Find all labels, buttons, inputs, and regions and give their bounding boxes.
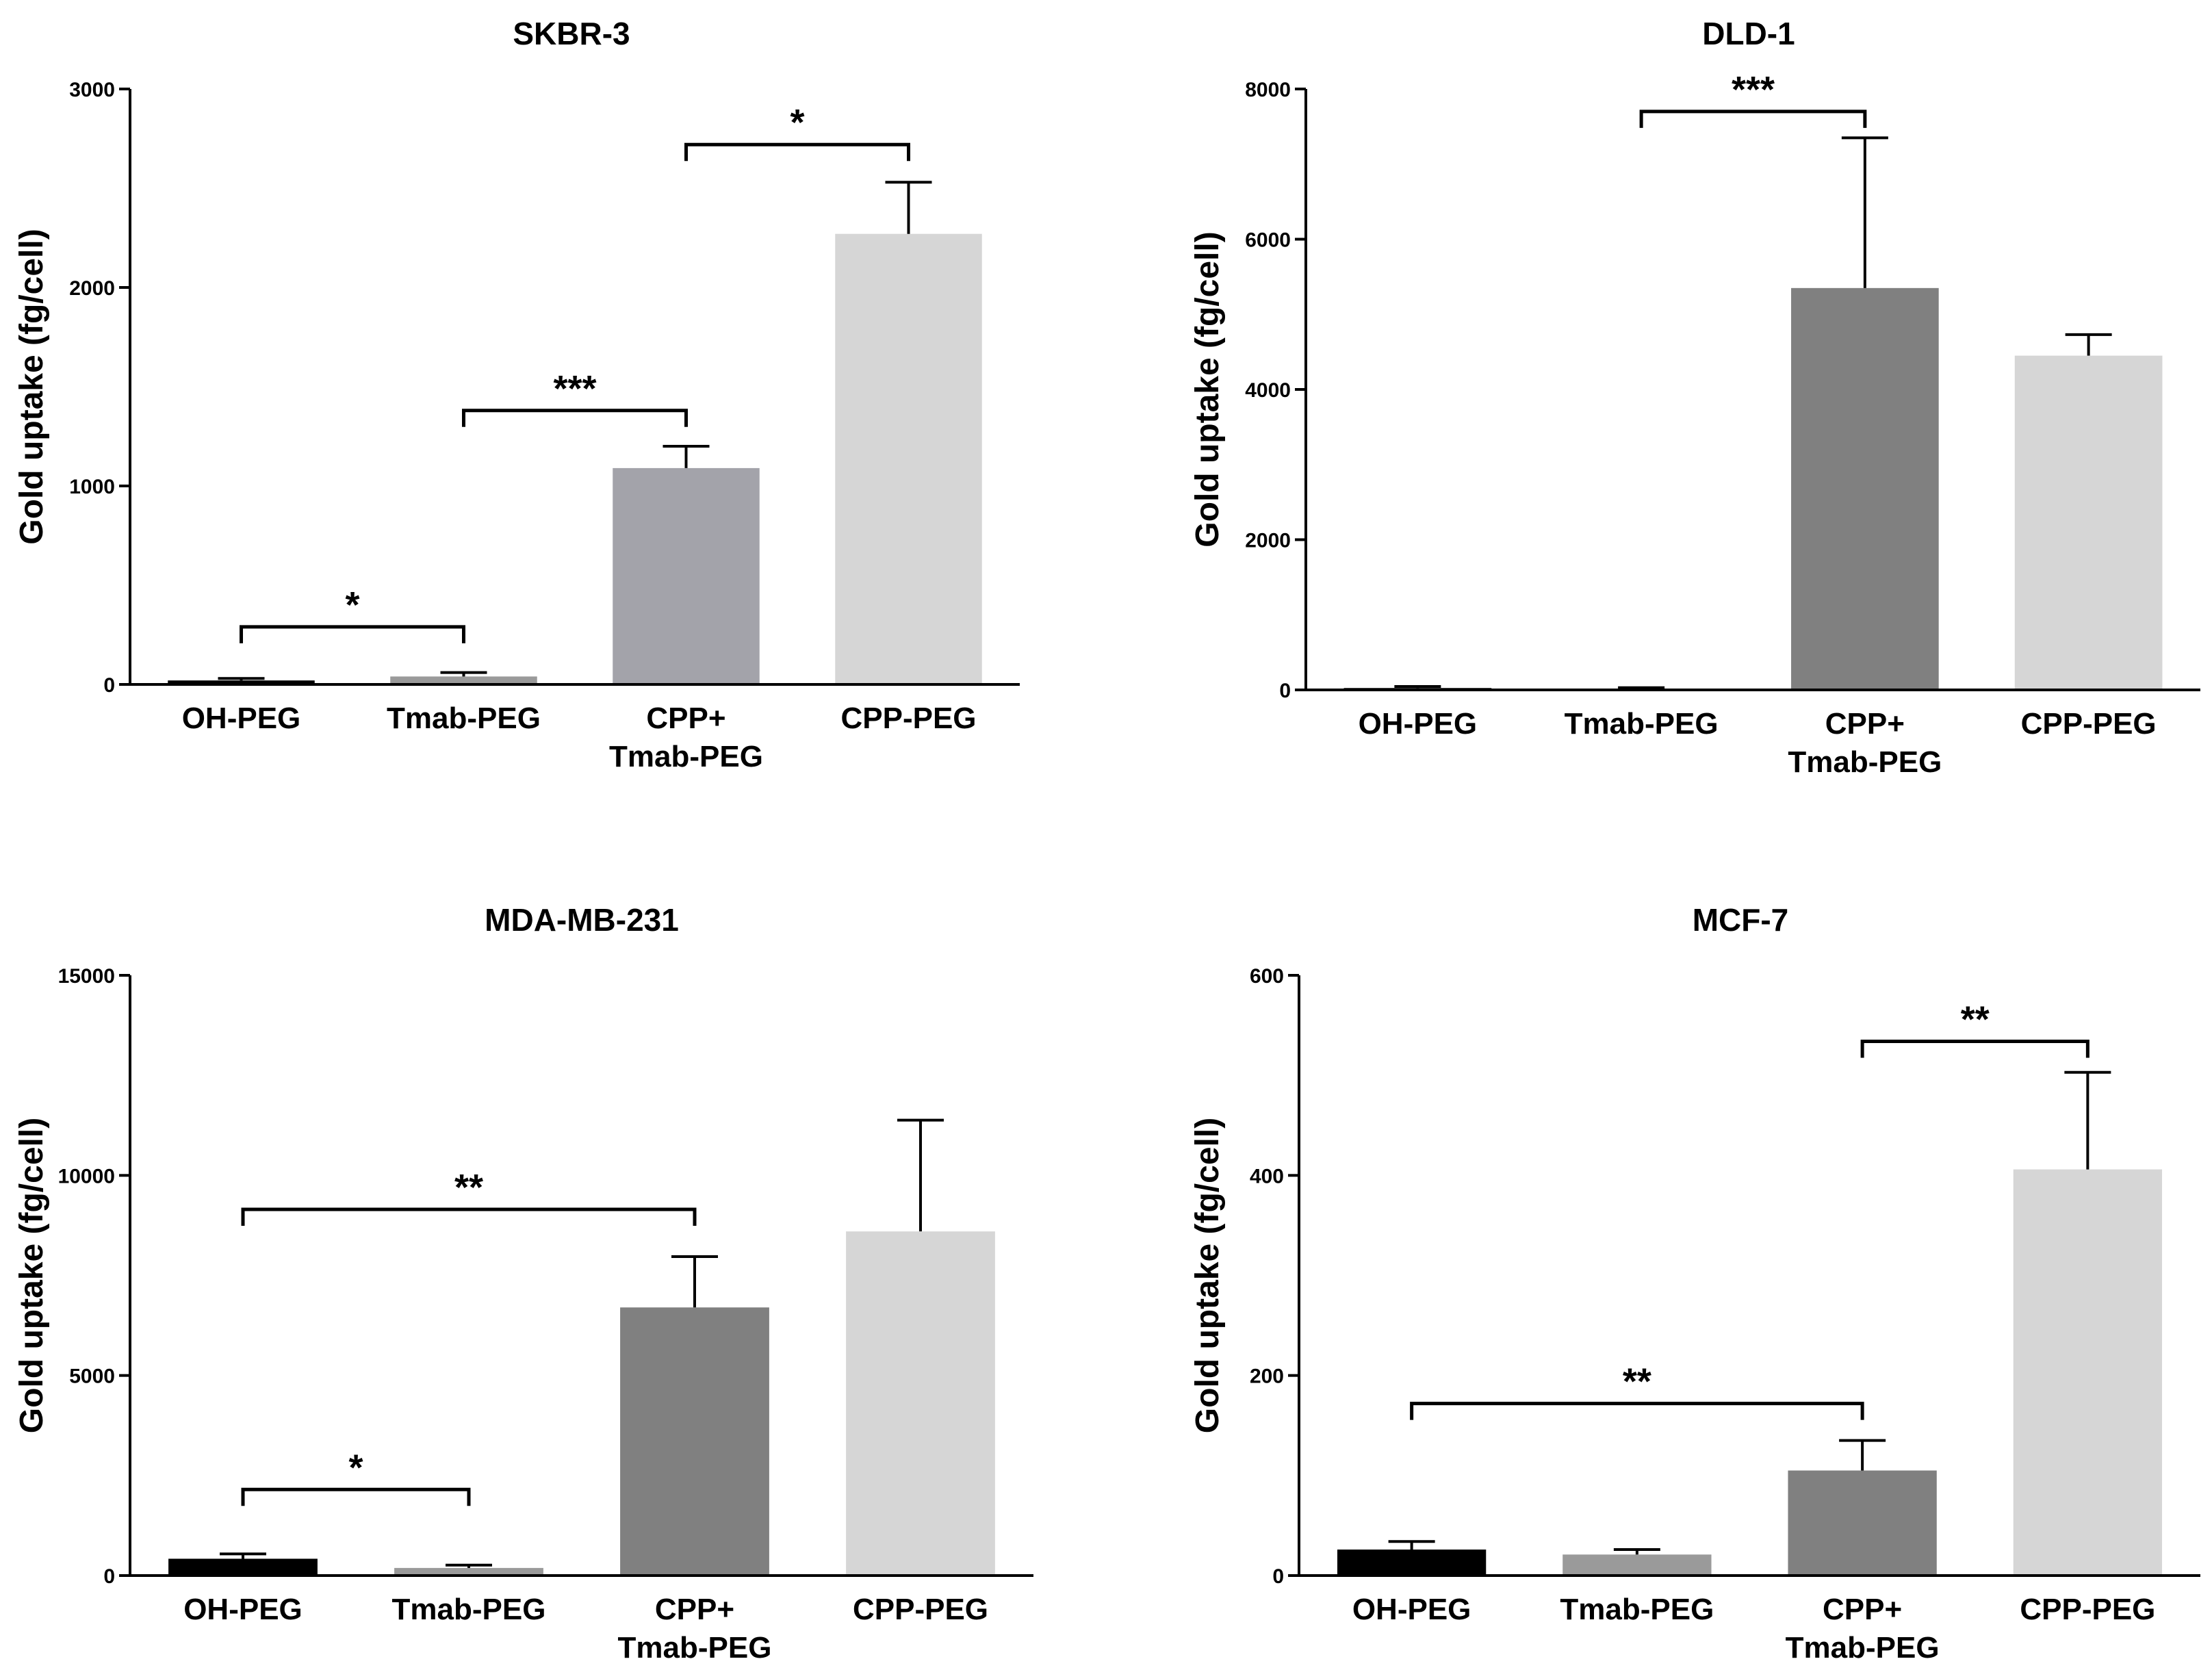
significance-bracket — [1860, 1039, 2089, 1058]
significance-label: ** — [454, 1167, 483, 1208]
x-tick-label: OH-PEG — [1352, 1593, 1471, 1626]
bar — [1337, 1549, 1487, 1576]
y-axis-label: Gold uptake (fg/cell) — [1189, 1118, 1226, 1433]
chart-panel-skbr3: SKBR-3 Gold uptake (fg/cell) 0 1000 2000 3000… — [14, 16, 1020, 773]
bar — [613, 467, 760, 684]
significance-label: *** — [1732, 69, 1775, 110]
bar — [2014, 355, 2163, 690]
significance-bracket — [241, 1487, 471, 1506]
y-tick-label: 200 — [1250, 1365, 1284, 1388]
x-tick-label: CPP+ — [655, 1593, 734, 1626]
y-tick-label: 0 — [1272, 1565, 1284, 1588]
bar — [835, 233, 982, 684]
y-tick-label: 15000 — [58, 965, 115, 988]
x-tick-label: OH-PEG — [182, 702, 301, 735]
x-tick-label: CPP-PEG — [853, 1593, 988, 1626]
bar — [846, 1231, 995, 1576]
bar — [168, 680, 315, 684]
y-tick-label: 4000 — [1245, 379, 1291, 402]
y-tick-label: 1000 — [69, 476, 115, 498]
x-tick-label: Tmab-PEG — [392, 1593, 546, 1626]
significance-bracket — [1410, 1402, 1864, 1420]
y-tick-label: 10000 — [58, 1165, 115, 1187]
y-tick-label: 2000 — [1245, 530, 1291, 552]
significance-label: * — [790, 102, 804, 143]
significance-label: * — [348, 1447, 363, 1488]
significance-bracket — [462, 409, 688, 427]
significance-bracket — [684, 142, 910, 162]
chart-title: MDA-MB-231 — [485, 902, 679, 938]
chart-title: SKBR-3 — [513, 16, 630, 51]
y-tick-label: 5000 — [69, 1365, 115, 1388]
bar — [1788, 1470, 1937, 1576]
significance-label: ** — [1623, 1361, 1651, 1402]
x-tick-label: Tmab-PEG — [1565, 707, 1719, 741]
chart-panel-dld1: DLD-1 Gold uptake (fg/cell) 0 2000 4000 6000 8… — [1189, 16, 2200, 779]
x-tick-label: OH-PEG — [1359, 707, 1478, 741]
x-tick-label: Tmab-PEG — [387, 702, 541, 735]
x-tick-label: Tmab-PEG — [618, 1631, 772, 1665]
bar — [394, 1567, 543, 1576]
y-tick-label: 6000 — [1245, 229, 1291, 252]
significance-label: ** — [1961, 999, 1990, 1040]
significance-bracket — [1639, 110, 1867, 128]
x-tick-label: Tmab-PEG — [1786, 1631, 1940, 1665]
significance-bracket — [240, 625, 465, 643]
y-tick-label: 3000 — [69, 79, 115, 101]
x-tick-label: CPP+ — [1823, 1593, 1902, 1626]
bar — [2013, 1169, 2163, 1576]
y-tick-label: 8000 — [1245, 79, 1291, 101]
bar — [620, 1307, 769, 1576]
significance-label: *** — [553, 368, 596, 409]
y-tick-label: 600 — [1250, 965, 1284, 988]
y-tick-label: 2000 — [69, 277, 115, 300]
y-tick-label: 400 — [1250, 1165, 1284, 1187]
chart-panel-mcf7: MCF-7 Gold uptake (fg/cell) 0 200 400 600 OH-P… — [1189, 902, 2200, 1665]
bar — [168, 1558, 318, 1576]
chart-title: MCF-7 — [1693, 902, 1789, 938]
y-axis-label: Gold uptake (fg/cell) — [1189, 231, 1226, 547]
significance-label: * — [345, 584, 359, 626]
bar — [1791, 287, 1939, 690]
y-axis-label: Gold uptake (fg/cell) — [14, 1118, 50, 1433]
x-tick-label: CPP-PEG — [2020, 1593, 2155, 1626]
chart-title: DLD-1 — [1702, 16, 1795, 51]
y-axis-label: Gold uptake (fg/cell) — [14, 229, 50, 544]
y-tick-label: 0 — [1279, 680, 1291, 702]
x-tick-label: Tmab-PEG — [1560, 1593, 1714, 1626]
chart-panel-mda-mb-231: MDA-MB-231 Gold uptake (fg/cell) 0 5000 1000… — [14, 902, 1033, 1665]
bar — [390, 676, 537, 684]
y-tick-label: 0 — [103, 1565, 115, 1588]
y-tick-label: 0 — [103, 674, 115, 697]
significance-bracket — [241, 1207, 697, 1226]
bar — [1562, 1554, 1712, 1576]
x-tick-label: CPP-PEG — [2021, 707, 2157, 741]
x-tick-label: OH-PEG — [183, 1593, 303, 1626]
x-tick-label: CPP+ — [646, 702, 725, 735]
x-tick-label: Tmab-PEG — [1788, 745, 1942, 779]
x-tick-label: Tmab-PEG — [609, 740, 763, 773]
x-tick-label: CPP+ — [1825, 707, 1905, 741]
x-tick-label: CPP-PEG — [840, 702, 976, 735]
